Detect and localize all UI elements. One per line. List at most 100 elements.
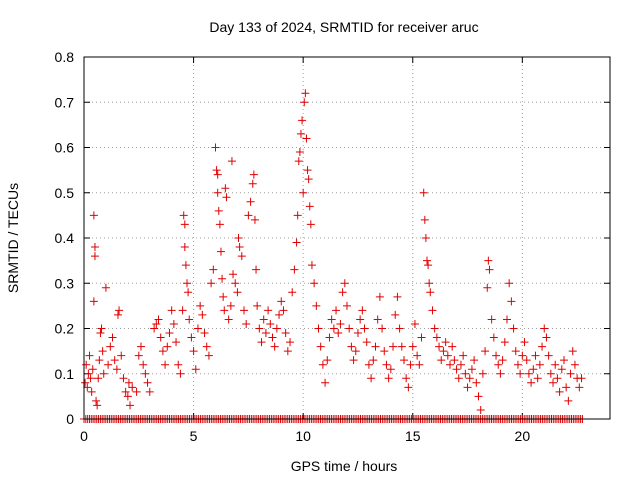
data-point xyxy=(237,252,246,261)
data-point xyxy=(121,387,130,396)
data-point xyxy=(312,301,321,310)
data-point xyxy=(467,365,476,374)
data-point xyxy=(568,347,577,356)
data-point xyxy=(180,243,189,252)
data-point xyxy=(272,324,281,333)
data-point xyxy=(437,356,446,365)
data-point xyxy=(424,261,433,270)
data-point xyxy=(439,347,448,356)
data-point xyxy=(353,329,362,338)
data-point xyxy=(529,365,538,374)
data-point xyxy=(321,378,330,387)
data-point xyxy=(143,378,152,387)
data-point xyxy=(95,356,104,365)
data-point xyxy=(542,333,551,342)
data-point xyxy=(202,342,211,351)
data-point xyxy=(112,365,121,374)
axis-ticks: 0 5 10 15 20 0 0.1 0.2 0.3 0.4 0.5 0.6 0.7 0.8 xyxy=(55,49,610,444)
data-point xyxy=(492,351,501,360)
data-point xyxy=(485,265,494,274)
data-point xyxy=(207,279,216,288)
data-point xyxy=(204,351,213,360)
data-point xyxy=(459,351,468,360)
y-tick-label: 0.8 xyxy=(55,49,75,65)
x-tick-label: 20 xyxy=(515,428,531,444)
data-point xyxy=(314,324,323,333)
data-point xyxy=(356,315,365,324)
data-point xyxy=(106,342,115,351)
y-tick-label: 0.7 xyxy=(55,94,75,110)
data-point xyxy=(161,360,170,369)
x-tick-label: 5 xyxy=(190,428,198,444)
data-point xyxy=(564,396,573,405)
data-point xyxy=(145,387,154,396)
data-point xyxy=(465,374,474,383)
data-point xyxy=(540,324,549,333)
y-axis-label: SRMTID / TECUs xyxy=(5,183,21,293)
data-point xyxy=(213,170,222,179)
data-point xyxy=(183,279,192,288)
data-point xyxy=(214,206,223,215)
data-point xyxy=(483,283,492,292)
data-point xyxy=(288,288,297,297)
data-point xyxy=(94,374,103,383)
data-point xyxy=(104,360,113,369)
data-point xyxy=(219,292,228,301)
data-point xyxy=(527,378,536,387)
x-axis-label: GPS time / hours xyxy=(291,458,398,474)
y-tick-label: 0.5 xyxy=(55,185,75,201)
data-point xyxy=(533,374,542,383)
data-point xyxy=(81,378,90,387)
data-point xyxy=(474,392,483,401)
data-point xyxy=(334,329,343,338)
data-point xyxy=(264,306,273,315)
data-point xyxy=(509,324,518,333)
data-point xyxy=(566,369,575,378)
data-point xyxy=(360,324,369,333)
data-point xyxy=(443,351,452,360)
data-point xyxy=(362,338,371,347)
data-point xyxy=(520,338,529,347)
data-point xyxy=(535,360,544,369)
data-point xyxy=(259,315,268,324)
data-point xyxy=(255,324,264,333)
data-point xyxy=(399,356,408,365)
data-point xyxy=(544,351,553,360)
data-point xyxy=(108,333,117,342)
data-point xyxy=(511,347,520,356)
data-point xyxy=(367,374,376,383)
data-point xyxy=(524,369,533,378)
data-point xyxy=(101,283,110,292)
data-point xyxy=(179,211,188,220)
data-point xyxy=(351,347,360,356)
data-point xyxy=(323,356,332,365)
data-point xyxy=(397,342,406,351)
data-point xyxy=(224,315,233,324)
data-point xyxy=(349,356,358,365)
data-point xyxy=(373,315,382,324)
y-tick-label: 0.3 xyxy=(55,275,75,291)
data-point xyxy=(275,310,284,319)
data-point xyxy=(562,383,571,392)
data-point xyxy=(158,347,167,356)
data-point xyxy=(502,315,511,324)
data-point xyxy=(165,329,174,338)
data-point xyxy=(415,360,424,369)
data-point xyxy=(430,324,439,333)
data-point xyxy=(87,387,96,396)
data-point xyxy=(555,387,564,396)
data-point xyxy=(124,378,133,387)
data-point xyxy=(421,234,430,242)
data-point xyxy=(191,365,200,374)
x-tick-label: 15 xyxy=(405,428,421,444)
data-point xyxy=(553,374,562,383)
y-tick-label: 0 xyxy=(66,411,74,427)
data-point xyxy=(302,134,311,143)
data-point xyxy=(152,319,161,328)
data-point xyxy=(253,301,262,310)
data-point xyxy=(413,351,422,360)
data-point xyxy=(446,360,455,369)
data-point xyxy=(132,387,141,396)
data-point xyxy=(189,347,198,356)
data-point xyxy=(494,360,503,369)
